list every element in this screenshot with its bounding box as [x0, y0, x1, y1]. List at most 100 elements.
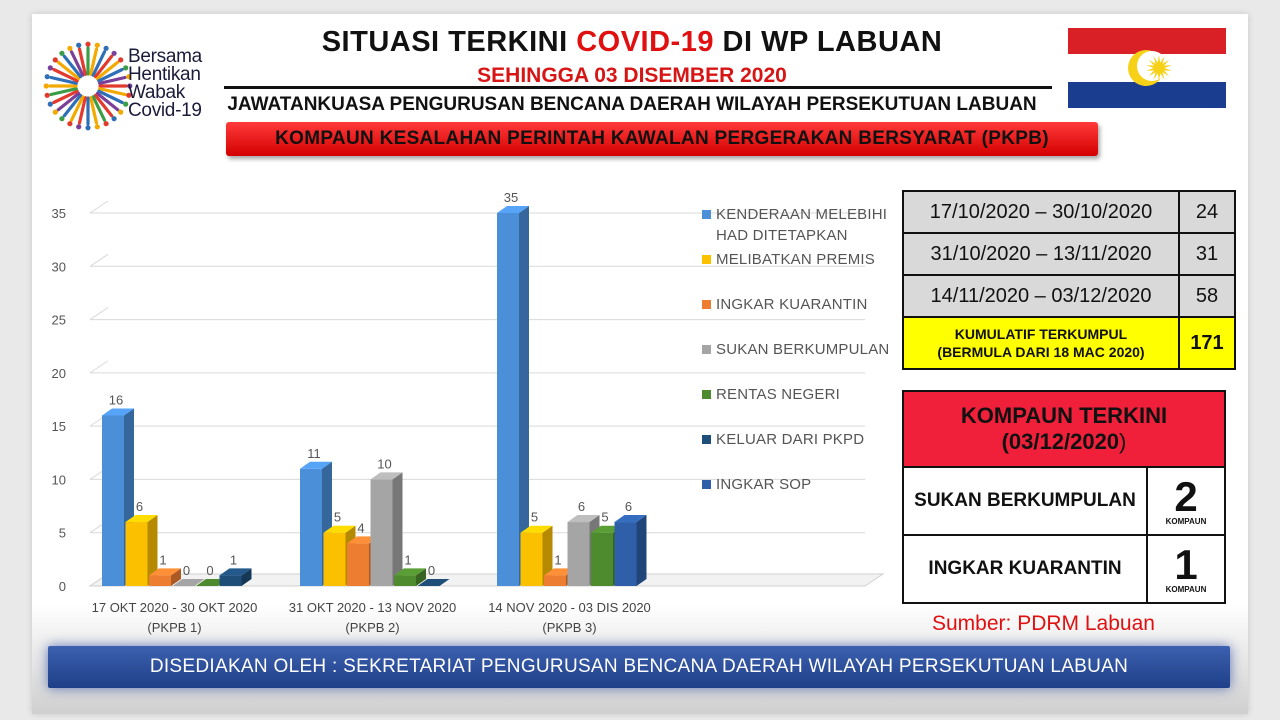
bar-side: [241, 568, 252, 586]
logo-ray: [56, 91, 81, 112]
logo-ray: [97, 89, 124, 105]
latest-item-value-cell: 2 KOMPAUN: [1146, 466, 1226, 536]
logo-ray: [89, 47, 99, 76]
logo-ray: [97, 67, 124, 83]
bar-side: [392, 472, 403, 586]
data-label: 10: [377, 456, 391, 471]
page-subtitle: SEHINGGA 03 DISEMBER 2020: [477, 64, 787, 87]
bar-top: [567, 515, 600, 523]
bar: [219, 575, 242, 586]
latest-item-name: SUKAN BERKUMPULAN: [902, 466, 1148, 536]
legend-swatch: [702, 390, 711, 399]
logo-line-4: Covid-19: [128, 100, 202, 121]
y-gridline-depth: [89, 200, 109, 214]
logo-ray: [49, 87, 78, 97]
legend-label: KENDERAAN MELEBIHI HAD DITETAPKAN: [716, 206, 888, 244]
legend-swatch: [702, 300, 711, 309]
y-tick-label: 20: [52, 366, 66, 381]
logo-ray: [89, 96, 99, 125]
data-source: Sumber: PDRM Labuan: [932, 612, 1155, 635]
logo-dot: [59, 116, 65, 122]
logo-dot: [103, 121, 109, 127]
bar-top: [370, 472, 403, 480]
data-label: 6: [136, 499, 143, 514]
summary-period: 17/10/2020 – 30/10/2020: [902, 190, 1180, 234]
cumulative-label-line-2: (BERMULA DARI 18 MAC 2020): [937, 344, 1145, 360]
summary-period: 31/10/2020 – 13/11/2020: [902, 232, 1180, 276]
data-label: 5: [531, 510, 538, 525]
logo-dot: [123, 101, 129, 107]
logo-dot: [123, 65, 129, 71]
summary-count: 58: [1178, 274, 1236, 318]
legend-label: INGKAR KUARANTIN: [716, 296, 868, 313]
logo-dot: [103, 45, 109, 51]
y-tick-label: 35: [52, 206, 66, 221]
header-divider: [224, 86, 1052, 89]
logo-dot: [44, 92, 50, 98]
y-tick-label: 25: [52, 313, 66, 328]
logo-ray: [93, 93, 114, 118]
bersama-hentikan-logo-icon: [43, 41, 133, 131]
logo-ray: [69, 50, 85, 77]
legend-label: INGKAR SOP: [716, 476, 812, 493]
bar-zero: [417, 579, 450, 586]
bar: [614, 522, 637, 586]
logo-ray: [62, 93, 83, 118]
logo-dot: [59, 50, 65, 56]
bar-top: [102, 408, 134, 416]
y-gridline-depth: [89, 253, 109, 267]
logo-ray: [52, 67, 79, 83]
data-label: 1: [159, 552, 166, 567]
logo-ray: [77, 47, 87, 76]
bar: [149, 575, 171, 586]
data-label: 0: [206, 563, 213, 578]
logo-ray: [98, 87, 127, 97]
cumulative-label-line-1: KUMULATIF TERKUMPUL: [954, 326, 1128, 342]
bar-side: [636, 515, 647, 586]
data-label: 5: [601, 510, 608, 525]
logo-dot: [94, 124, 100, 130]
data-label: 6: [625, 499, 632, 514]
data-label: 1: [554, 552, 561, 567]
logo-dot: [126, 74, 132, 80]
logo-dot: [76, 42, 82, 48]
bar-zero: [172, 579, 205, 586]
y-tick-label: 30: [52, 259, 66, 274]
latest-item-value: 2: [1174, 472, 1198, 520]
latest-item-unit: KOMPAUN: [1165, 516, 1207, 526]
summary-row: 14/11/2020 – 03/12/2020 58: [902, 274, 1236, 318]
summary-count: 31: [1178, 232, 1236, 276]
logo-dot: [111, 50, 117, 56]
title-covid: COVID-19: [576, 26, 714, 58]
bar-top: [125, 515, 158, 523]
logo-ray: [95, 91, 120, 112]
logo-dot: [126, 92, 132, 98]
bar: [300, 468, 322, 586]
data-label: 0: [183, 563, 190, 578]
bar: [520, 532, 543, 586]
legend-swatch: [702, 210, 711, 219]
y-tick-label: 10: [52, 472, 66, 487]
logo-text: Bersama Hentikan Wabak Covid-19: [128, 47, 202, 121]
footer-banner: DISEDIAKAN OLEH : SEKRETARIAT PENGURUSAN…: [48, 646, 1230, 688]
latest-compound-table: KOMPAUN TERKINI (03/12/2020) SUKAN BERKU…: [902, 390, 1226, 604]
logo-dot: [118, 57, 124, 63]
logo-ray: [62, 54, 83, 79]
bar-top: [497, 206, 529, 213]
y-tick-label: 15: [52, 419, 66, 434]
logo-dot: [44, 74, 50, 80]
logo-ray: [56, 60, 81, 81]
y-gridline-depth: [89, 307, 109, 320]
logo-dot: [47, 65, 53, 71]
latest-header-paren: ): [1119, 429, 1127, 454]
logo-dot: [85, 41, 91, 47]
title-post: DI WP LABUAN: [713, 26, 943, 58]
logo-dot: [76, 124, 82, 130]
committee-name: JAWATANKUASA PENGURUSAN BENCANA DAERAH W…: [227, 94, 1037, 115]
infographic-page: Bersama Hentikan Wabak Covid-19 SITUASI …: [32, 14, 1248, 714]
bar: [370, 479, 393, 586]
data-label: 35: [504, 190, 518, 205]
x-category-label: 14 NOV 2020 - 03 DIS 2020: [488, 600, 651, 615]
latest-item-value-cell: 1 KOMPAUN: [1146, 534, 1226, 604]
